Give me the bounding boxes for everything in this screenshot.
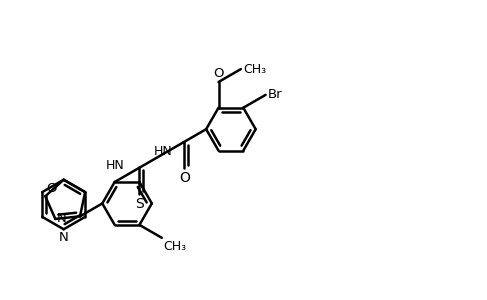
Text: S: S bbox=[135, 196, 144, 211]
Text: CH₃: CH₃ bbox=[243, 63, 266, 76]
Text: N: N bbox=[56, 212, 66, 225]
Text: O: O bbox=[46, 182, 57, 195]
Text: Br: Br bbox=[267, 88, 282, 101]
Text: O: O bbox=[213, 67, 224, 80]
Text: HN: HN bbox=[106, 159, 125, 172]
Text: N: N bbox=[59, 231, 69, 244]
Text: CH₃: CH₃ bbox=[164, 240, 187, 253]
Text: HN: HN bbox=[153, 145, 172, 158]
Text: O: O bbox=[179, 171, 190, 185]
